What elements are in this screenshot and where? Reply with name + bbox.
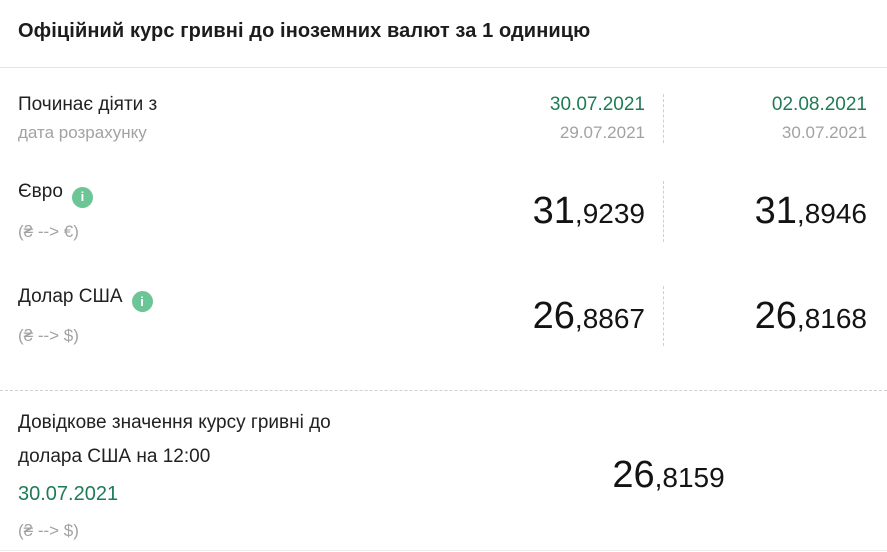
info-icon[interactable]: i xyxy=(131,291,153,312)
eur-rate-col1: 31,9239 xyxy=(401,181,663,242)
usd-label-cell: Долар США i (₴ --> $) xyxy=(0,286,401,347)
effective-date-label: Починає діяти з xyxy=(18,94,158,115)
reference-value: 26,8159 xyxy=(612,456,724,494)
currency-name-usd-text: Долар США xyxy=(18,285,123,307)
usd-rate-value-col1: 26,8867 xyxy=(533,297,645,335)
reference-section: Довідкове значення курсу гривні до долар… xyxy=(0,390,887,551)
eur-label-cell: Євро i (₴ --> €) xyxy=(0,181,401,242)
eur-rate-value-col2-dec: ,8946 xyxy=(796,198,867,230)
reference-label-line2: долара США на 12:00 xyxy=(18,446,211,467)
info-icon-glyph: i xyxy=(80,189,85,204)
eur-rate-value-col1-int: 31 xyxy=(532,190,575,233)
reference-date-link[interactable]: 30.07.2021 xyxy=(18,483,119,505)
calc-date-col1: 29.07.2021 xyxy=(559,123,645,142)
usd-rate-value-col1-dec: ,8867 xyxy=(574,302,645,334)
eur-rate-value-col2: 31,8946 xyxy=(755,192,867,230)
page-title: Офіційний курс гривні до іноземних валют… xyxy=(18,20,591,42)
info-icon[interactable]: i xyxy=(71,186,93,208)
rate-row-usd: Долар США i (₴ --> $) 26,8867 26,8168 xyxy=(0,258,887,367)
usd-rate-value-col1-int: 26 xyxy=(532,294,575,337)
header-col-2: 02.08.2021 30.07.2021 xyxy=(663,94,887,143)
currency-name-eur-text: Євро xyxy=(18,181,63,202)
rates-table: Починає діяти з дата розрахунку 30.07.20… xyxy=(0,68,887,366)
currency-name-eur: Євро i xyxy=(18,181,401,208)
table-header-row: Починає діяти з дата розрахунку 30.07.20… xyxy=(0,84,887,157)
eur-rate-value-col2-int: 31 xyxy=(754,190,797,233)
eur-rate-col2: 31,8946 xyxy=(663,181,887,242)
reference-left-block: Довідкове значення курсу гривні до долар… xyxy=(18,406,468,540)
reference-value-int: 26 xyxy=(612,454,655,496)
title-bar: Офіційний курс гривні до іноземних валют… xyxy=(0,0,887,68)
usd-rate-col1: 26,8867 xyxy=(401,286,663,347)
rate-row-eur: Євро i (₴ --> €) 31,9239 31,8946 xyxy=(0,157,887,258)
reference-value-dec: ,8159 xyxy=(654,462,725,493)
calc-date-col2: 30.07.2021 xyxy=(781,123,867,142)
info-icon-glyph: i xyxy=(140,293,144,309)
currency-pair-eur: (₴ --> €) xyxy=(18,221,79,241)
reference-label-line1: Довідкове значення курсу гривні до xyxy=(18,412,331,433)
effective-date-link-col1[interactable]: 30.07.2021 xyxy=(549,94,645,115)
eur-rate-value-col1-dec: ,9239 xyxy=(574,198,645,230)
usd-rate-value-col2-int: 26 xyxy=(754,294,797,337)
usd-rate-col2: 26,8168 xyxy=(663,285,887,346)
header-label-cell: Починає діяти з дата розрахунку xyxy=(0,94,401,143)
reference-currency-pair: (₴ --> $) xyxy=(18,521,79,540)
usd-rate-value-col2: 26,8168 xyxy=(755,297,867,335)
reference-value-cell: 26,8159 xyxy=(468,406,869,534)
calc-date-label: дата розрахунку xyxy=(18,123,147,142)
header-col-1: 30.07.2021 29.07.2021 xyxy=(401,94,663,143)
eur-rate-value-col1: 31,9239 xyxy=(533,192,645,230)
currency-name-usd: Долар США i xyxy=(18,285,401,312)
currency-pair-usd: (₴ --> $) xyxy=(18,326,79,345)
usd-rate-value-col2-dec: ,8168 xyxy=(796,302,867,334)
effective-date-link-col2[interactable]: 02.08.2021 xyxy=(771,94,867,115)
